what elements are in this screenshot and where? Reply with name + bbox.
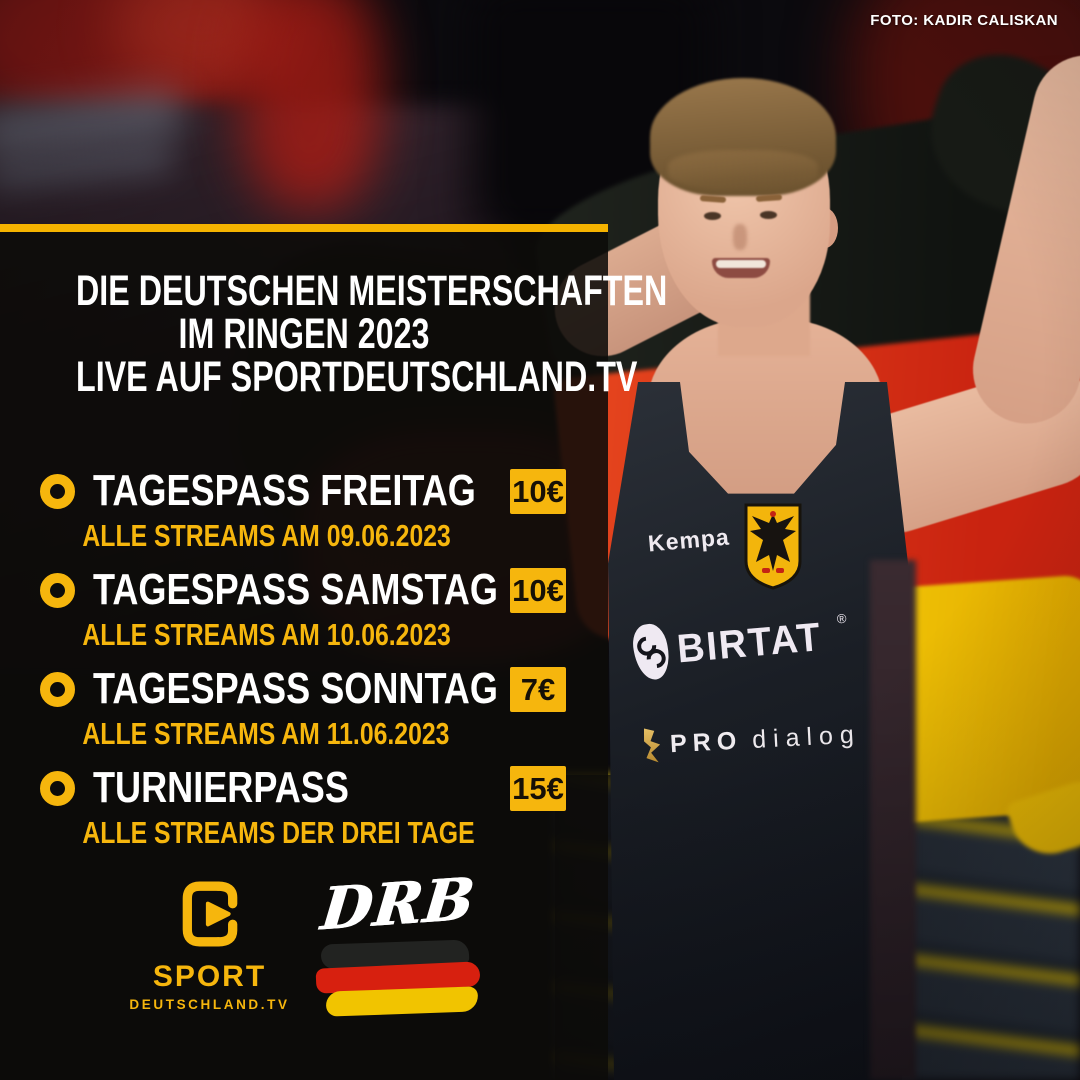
headline-line3: LIVE AUF SPORTDEUTSCHLAND.TV bbox=[76, 353, 638, 401]
bullet-ring-icon bbox=[40, 671, 75, 707]
pass-subtitle: ALLE STREAMS AM 10.06.2023 bbox=[82, 617, 451, 652]
pass-subtitle: ALLE STREAMS AM 09.06.2023 bbox=[82, 518, 451, 553]
headline-line1: DIE DEUTSCHEN MEISTERSCHAFTEN bbox=[76, 267, 668, 315]
pass-head: TAGESPASS SONNTAG 7€ bbox=[40, 664, 566, 713]
pass-list: TAGESPASS FREITAG 10€ ALLE STREAMS AM 09… bbox=[0, 466, 608, 864]
info-panel: DIE DEUTSCHEN MEISTERSCHAFTEN IM RINGEN … bbox=[0, 232, 668, 1080]
flag-stroke-gold bbox=[325, 986, 479, 1017]
pass-head: TAGESPASS FREITAG 10€ bbox=[40, 466, 566, 515]
pass-row-turnierpass: TURNIERPASS 15€ ALLE STREAMS DER DREI TA… bbox=[0, 763, 608, 851]
wrestler-hair-fringe bbox=[668, 150, 818, 190]
pass-row-freitag: TAGESPASS FREITAG 10€ ALLE STREAMS AM 09… bbox=[0, 466, 608, 554]
headline-line2: IM RINGEN 2023 bbox=[178, 310, 430, 358]
birtat-monogram bbox=[629, 621, 674, 683]
price-badge: 7€ bbox=[510, 667, 566, 712]
arena-spectator-red bbox=[240, 0, 380, 210]
price-badge: 15€ bbox=[510, 766, 566, 811]
bullet-ring-icon bbox=[40, 473, 75, 509]
drb-logo: DRB bbox=[308, 864, 488, 1018]
pass-title: TAGESPASS SAMSTAG bbox=[93, 565, 498, 614]
deutschland-tv-wordmark: DEUTSCHLAND.TV bbox=[129, 997, 290, 1012]
wrestling-singlet bbox=[608, 382, 908, 1080]
prodialog-wordmark-bold: PRO bbox=[669, 726, 743, 758]
price-badge: 10€ bbox=[510, 568, 566, 613]
bullet-ring-icon bbox=[40, 572, 75, 608]
prodialog-emblem bbox=[641, 726, 664, 764]
price-badge: 10€ bbox=[510, 469, 566, 514]
pass-head: TURNIERPASS 15€ bbox=[40, 763, 566, 812]
sport-wordmark: SPORT bbox=[152, 960, 267, 993]
pass-row-sonntag: TAGESPASS SONNTAG 7€ ALLE STREAMS AM 11.… bbox=[0, 664, 608, 752]
smiling-mouth bbox=[712, 258, 770, 278]
german-eagle-crest bbox=[744, 503, 802, 590]
pass-subtitle: ALLE STREAMS AM 11.06.2023 bbox=[82, 716, 450, 751]
pass-subtitle: ALLE STREAMS DER DREI TAGE bbox=[82, 815, 475, 850]
birtat-wordmark: BIRTAT bbox=[675, 614, 824, 672]
event-headline: DIE DEUTSCHEN MEISTERSCHAFTEN IM RINGEN … bbox=[0, 267, 668, 401]
bullet-ring-icon bbox=[40, 770, 75, 806]
eye bbox=[760, 211, 777, 219]
singlet-side-panel bbox=[870, 560, 916, 1080]
nose-shadow bbox=[733, 224, 747, 250]
drb-wordmark: DRB bbox=[317, 864, 479, 944]
pass-title: TURNIERPASS bbox=[93, 763, 349, 812]
panel-top-accent-bar bbox=[0, 224, 608, 232]
registered-mark: ® bbox=[836, 610, 848, 627]
drb-flag-brushstrokes bbox=[315, 939, 481, 1018]
sportdeutschland-icon bbox=[182, 881, 237, 947]
teeth bbox=[716, 260, 766, 268]
pass-row-samstag: TAGESPASS SAMSTAG 10€ ALLE STREAMS AM 10… bbox=[0, 565, 608, 653]
eye bbox=[704, 212, 721, 220]
pass-title: TAGESPASS SONNTAG bbox=[93, 664, 498, 713]
sportdeutschland-logo: SPORT DEUTSCHLAND.TV bbox=[122, 880, 297, 1012]
pass-head: TAGESPASS SAMSTAG 10€ bbox=[40, 565, 566, 614]
pass-title: TAGESPASS FREITAG bbox=[93, 466, 476, 515]
prodialog-wordmark-light: dialog bbox=[751, 719, 862, 754]
photo-credit: FOTO: KADIR CALISKAN bbox=[870, 12, 1058, 29]
